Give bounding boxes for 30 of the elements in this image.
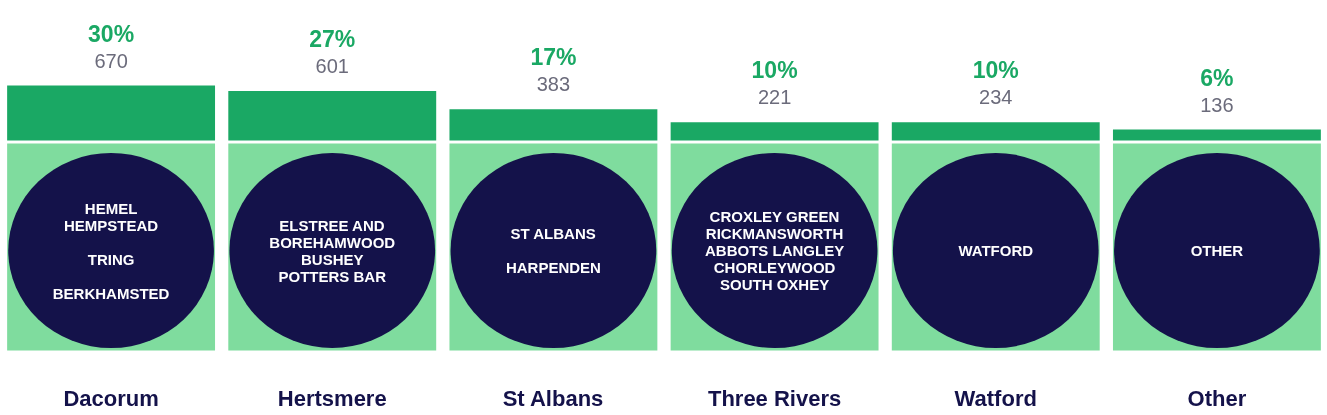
data-label: 10% <box>972 57 1019 84</box>
bar <box>7 85 216 141</box>
x-tick-label: Other <box>1187 386 1247 411</box>
text: OTHER <box>1190 242 1244 259</box>
data-label: 17% <box>530 44 577 71</box>
text: ELSTREE AND BOREHAMWOOD BUSHEY POTTERS BAR <box>269 216 396 285</box>
text: HEMEL HEMPSTEAD TRING BERKHAMSTED <box>52 199 170 302</box>
annotation: 234 <box>979 86 1013 109</box>
bar <box>670 122 879 141</box>
annotation: 221 <box>757 86 792 109</box>
x-tick-label: Hertsmere <box>277 386 387 411</box>
annotation: 601 <box>315 55 349 77</box>
annotation: 136 <box>1200 93 1234 116</box>
data-label: 10% <box>751 57 798 84</box>
x-tick-label: St Albans <box>502 386 604 411</box>
x-tick-label: Three Rivers <box>707 386 842 411</box>
text: ST ALBANS HARPENDEN <box>505 225 601 276</box>
annotation: 383 <box>536 73 571 96</box>
bar <box>228 91 437 141</box>
data-label: 6% <box>1200 64 1234 91</box>
bar <box>1112 129 1321 141</box>
x-tick-label: Watford <box>954 386 1037 411</box>
data-label: 27% <box>309 26 356 52</box>
data-label: 30% <box>88 20 135 47</box>
x-tick-label: Dacorum <box>63 386 159 411</box>
text: WATFORD <box>958 242 1034 259</box>
bar <box>891 122 1100 141</box>
annotation: 670 <box>94 49 128 72</box>
text: CROXLEY GREEN RICKMANSWORTH ABBOTS LANGLEY CHORLEYWOOD SOUTH OXHEY <box>705 208 845 293</box>
bar <box>449 109 658 141</box>
